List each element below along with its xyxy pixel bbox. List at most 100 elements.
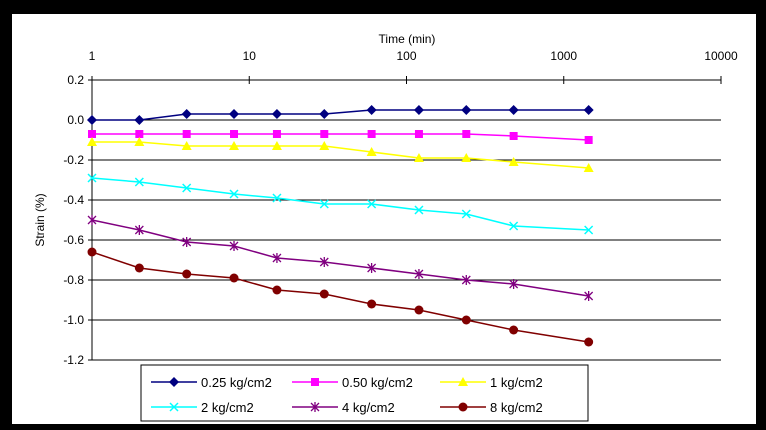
series-3-point-1-shape — [134, 177, 144, 187]
legend-item-1: 0.50 kg/cm2 — [292, 375, 413, 390]
legend-marker-4 — [310, 402, 320, 412]
legend-marker-1 — [311, 378, 319, 386]
series-4-point-3 — [229, 241, 239, 251]
series-1 — [88, 130, 593, 144]
series-5-point-5 — [319, 289, 329, 299]
series-4-point-0-shape — [87, 215, 97, 225]
series-3-point-7 — [414, 205, 424, 215]
series-3-point-9-shape — [509, 221, 519, 231]
legend-item-5: 8 kg/cm2 — [440, 400, 543, 415]
series-2-point-0 — [87, 137, 97, 146]
series-4-point-7-shape — [414, 269, 424, 279]
series-3-point-3 — [229, 189, 239, 199]
series-1-point-10 — [584, 136, 593, 144]
legend-label-0: 0.25 kg/cm2 — [201, 375, 272, 390]
series-3-point-10-shape — [584, 225, 594, 235]
series-1-point-8 — [462, 130, 471, 138]
legend: 0.25 kg/cm2 0.50 kg/cm2 1 kg/cm2 2 kg/cm2 4 … — [140, 364, 589, 422]
series-5-point-6 — [367, 299, 377, 309]
series-4-point-9-shape — [509, 279, 519, 289]
series-0-point-3-shape — [229, 109, 240, 119]
series-3-point-6-shape — [367, 199, 377, 209]
series-4-point-5-shape — [319, 257, 329, 267]
series-3-point-3-shape — [229, 189, 239, 199]
series-0-point-5-shape — [319, 109, 330, 119]
series-1-point-10-shape — [584, 136, 593, 144]
y-tick-label-1: 0.0 — [67, 113, 84, 127]
series-1-point-6-shape — [367, 130, 376, 138]
series-0-point-3 — [229, 109, 240, 119]
series-5-point-3 — [229, 273, 239, 283]
series-5-point-1-shape — [134, 263, 144, 273]
series-0-point-2 — [181, 109, 192, 119]
series-4-point-4-shape — [272, 253, 282, 263]
series-2-point-0-shape — [87, 137, 97, 146]
series-2-point-1 — [134, 137, 145, 146]
series-2-point-3-shape — [229, 141, 240, 150]
series-0-point-10 — [583, 105, 594, 115]
series-4-point-3-shape — [229, 241, 239, 251]
series-3-point-4-shape — [272, 193, 282, 203]
series-1-point-4-shape — [272, 130, 281, 138]
series-3-point-6 — [367, 199, 377, 209]
series-1-point-9-shape — [509, 132, 518, 140]
series-4-point-0 — [87, 215, 97, 225]
legend-marker-2-shape — [458, 377, 468, 386]
series-0-point-9-shape — [508, 105, 519, 115]
x-tick-label-0: 1 — [89, 49, 96, 63]
series-2-point-7 — [413, 153, 424, 162]
series-2 — [87, 137, 594, 172]
series-1-point-1 — [135, 130, 144, 138]
series-4-point-5 — [319, 257, 329, 267]
legend-label-5: 8 kg/cm2 — [490, 400, 543, 415]
series-4-point-7 — [414, 269, 424, 279]
legend-marker-2 — [458, 377, 468, 386]
series-5-point-9-shape — [509, 325, 519, 335]
series-5-point-1 — [134, 263, 144, 273]
series-0-point-10-shape — [583, 105, 594, 115]
series-5-point-3-shape — [229, 273, 239, 283]
series-2-point-5 — [319, 141, 330, 150]
series-1-point-0 — [88, 130, 96, 138]
series-2-point-2-shape — [181, 141, 192, 150]
series-2-point-6-shape — [366, 147, 377, 156]
series-5-point-7-shape — [414, 305, 424, 315]
series-2-point-8 — [461, 153, 472, 162]
series-3-point-7-shape — [414, 205, 424, 215]
series-2-point-10-shape — [583, 163, 594, 172]
series-3-point-10 — [584, 225, 594, 235]
series-1-point-3 — [230, 130, 239, 138]
legend-marker-0-shape — [169, 377, 179, 387]
series-0 — [87, 105, 594, 125]
series-1-point-0-shape — [88, 130, 96, 138]
legend-item-4: 4 kg/cm2 — [292, 400, 395, 415]
legend-marker-0 — [169, 377, 179, 387]
legend-label-1: 0.50 kg/cm2 — [342, 375, 413, 390]
series-0-point-5 — [319, 109, 330, 119]
series-4-point-2 — [182, 237, 192, 247]
series-1-point-4 — [272, 130, 281, 138]
plot-area — [92, 80, 721, 360]
legend-marker-1-shape — [311, 378, 319, 386]
legend-marker-3 — [169, 402, 179, 412]
series-4 — [87, 215, 594, 301]
series-1-point-2 — [182, 130, 191, 138]
series-0-point-0 — [87, 115, 97, 125]
series-0-point-4-shape — [271, 109, 282, 119]
legend-label-4: 4 kg/cm2 — [342, 400, 395, 415]
series-2-point-3 — [229, 141, 240, 150]
y-axis-title: Strain (%) — [33, 193, 47, 246]
series-2-point-9-shape — [508, 157, 519, 166]
legend-marker-3-shape — [169, 402, 179, 412]
series-5-point-9 — [509, 325, 519, 335]
series-2-point-9 — [508, 157, 519, 166]
x-tick-label-4: 10000 — [704, 49, 738, 63]
series-5-point-4-shape — [272, 285, 282, 295]
series-5-point-5-shape — [319, 289, 329, 299]
series-0-point-7-shape — [413, 105, 424, 115]
series-5-point-0-shape — [87, 247, 97, 257]
x-tick-label-1: 10 — [243, 49, 257, 63]
series-4-point-9 — [509, 279, 519, 289]
x-tick-label-3: 1000 — [550, 49, 577, 63]
